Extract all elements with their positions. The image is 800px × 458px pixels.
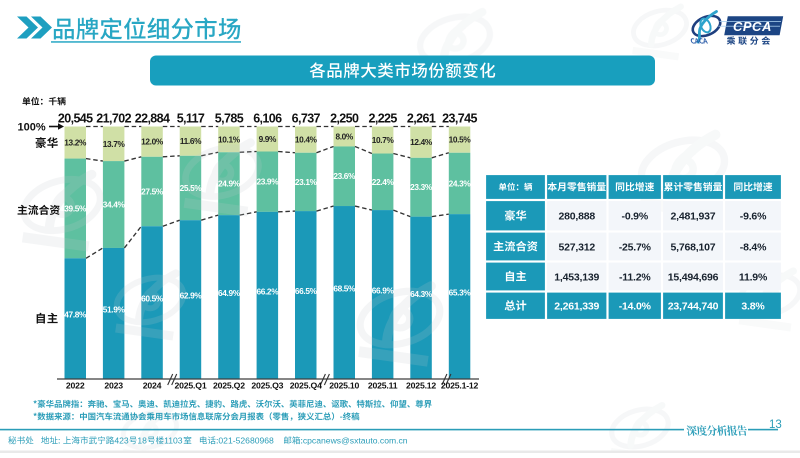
svg-text:68.5%: 68.5%	[333, 284, 356, 294]
svg-text:10.5%: 10.5%	[449, 135, 472, 145]
svg-text:12.0%: 12.0%	[141, 137, 164, 147]
svg-text:-14.0%: -14.0%	[619, 301, 652, 313]
svg-text:22.4%: 22.4%	[372, 177, 395, 187]
svg-text:100%: 100%	[18, 122, 46, 134]
svg-text:64.3%: 64.3%	[410, 289, 433, 299]
svg-text:60.5%: 60.5%	[141, 294, 164, 304]
svg-text:25.5%: 25.5%	[180, 183, 203, 193]
svg-text:2025.Q4: 2025.Q4	[290, 381, 322, 391]
svg-text:423: 423	[114, 436, 129, 446]
svg-text:1103: 1103	[164, 436, 183, 446]
svg-text:20,545: 20,545	[58, 112, 93, 126]
svg-text:24.3%: 24.3%	[449, 178, 472, 188]
svg-text:23.1%: 23.1%	[295, 177, 318, 187]
svg-text:021-52680968: 021-52680968	[218, 436, 274, 446]
svg-text:27.5%: 27.5%	[141, 187, 164, 197]
svg-text:2,261,339: 2,261,339	[554, 301, 599, 313]
svg-text:66.9%: 66.9%	[372, 286, 395, 296]
svg-text:23.9%: 23.9%	[256, 177, 279, 187]
svg-text:8.0%: 8.0%	[335, 131, 353, 141]
svg-text:5,117: 5,117	[177, 112, 205, 126]
svg-text:-9.6%: -9.6%	[740, 211, 767, 223]
svg-text:21,702: 21,702	[96, 112, 131, 126]
svg-text:34.4%: 34.4%	[103, 200, 126, 210]
svg-text:51.9%: 51.9%	[103, 304, 126, 314]
svg-text:-25.7%: -25.7%	[619, 241, 652, 253]
svg-text:24.9%: 24.9%	[218, 179, 241, 189]
svg-text:13.2%: 13.2%	[64, 138, 87, 148]
svg-text:23.3%: 23.3%	[410, 182, 433, 192]
svg-text:13.7%: 13.7%	[103, 139, 126, 149]
svg-text:2022: 2022	[66, 381, 85, 391]
svg-text:3.8%: 3.8%	[741, 301, 765, 313]
svg-text:5,768,107: 5,768,107	[671, 241, 716, 253]
svg-text:2,225: 2,225	[368, 112, 397, 126]
svg-text:2024: 2024	[143, 381, 162, 391]
svg-text:-0.9%: -0.9%	[622, 211, 649, 223]
svg-text:2025.12: 2025.12	[406, 381, 436, 391]
svg-text:64.9%: 64.9%	[218, 288, 241, 298]
svg-text:2025.10: 2025.10	[329, 381, 359, 391]
svg-text:6,737: 6,737	[292, 112, 321, 126]
svg-text:-8.4%: -8.4%	[740, 241, 767, 253]
svg-text:62.9%: 62.9%	[180, 291, 203, 301]
svg-text:22,884: 22,884	[135, 112, 170, 126]
svg-text:15,494,696: 15,494,696	[668, 271, 719, 283]
svg-text:5,785: 5,785	[215, 112, 244, 126]
svg-text:23.6%: 23.6%	[333, 171, 356, 181]
svg-text:2025.Q1: 2025.Q1	[175, 381, 207, 391]
svg-text:12.4%: 12.4%	[410, 137, 433, 147]
svg-text:11.9%: 11.9%	[739, 271, 768, 283]
svg-text:23,745: 23,745	[442, 112, 477, 126]
svg-text:10.7%: 10.7%	[372, 135, 395, 145]
svg-text:66.2%: 66.2%	[256, 286, 279, 296]
svg-text:65.3%: 65.3%	[449, 288, 472, 298]
svg-text:11.6%: 11.6%	[180, 136, 202, 146]
svg-text:2,261: 2,261	[407, 112, 436, 126]
svg-text:2025.1-12: 2025.1-12	[441, 381, 479, 391]
svg-text:39.5%: 39.5%	[64, 203, 87, 213]
svg-text:cpcanews@sxtauto.com.cn: cpcanews@sxtauto.com.cn	[303, 436, 408, 446]
svg-text:2,481,937: 2,481,937	[671, 211, 716, 223]
svg-text:1,453,139: 1,453,139	[554, 271, 599, 283]
svg-text:66.5%: 66.5%	[295, 286, 318, 296]
svg-text:23,744,740: 23,744,740	[668, 301, 719, 313]
svg-text:2025.11: 2025.11	[368, 381, 398, 391]
svg-text:2025.Q2: 2025.Q2	[213, 381, 245, 391]
svg-text:9.9%: 9.9%	[259, 134, 277, 144]
svg-text:2,250: 2,250	[330, 112, 359, 126]
svg-text:2025.Q3: 2025.Q3	[251, 381, 283, 391]
svg-text:18: 18	[137, 436, 147, 446]
svg-text:47.8%: 47.8%	[64, 310, 87, 320]
svg-text:-11.2%: -11.2%	[619, 271, 651, 283]
svg-text:280,888: 280,888	[558, 211, 595, 223]
svg-text:10.4%: 10.4%	[295, 135, 318, 145]
svg-text:6,106: 6,106	[253, 112, 282, 126]
svg-text:10.1%: 10.1%	[218, 134, 241, 144]
svg-text:2023: 2023	[104, 381, 123, 391]
svg-text:13: 13	[769, 419, 782, 431]
svg-text:CPCA: CPCA	[733, 19, 772, 34]
svg-text:527,312: 527,312	[558, 241, 595, 253]
